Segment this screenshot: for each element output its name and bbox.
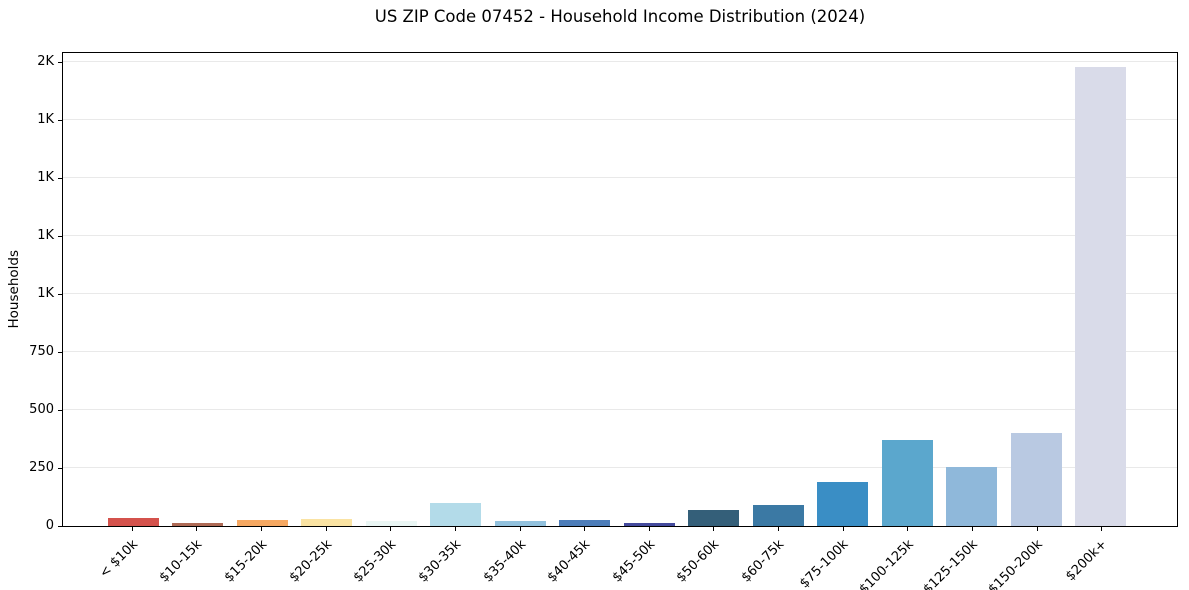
bar-slot	[1004, 53, 1069, 526]
gridline	[63, 235, 1177, 237]
x-tick-mark	[131, 527, 133, 531]
y-tick-mark	[58, 62, 62, 64]
x-tick-mark	[261, 527, 263, 531]
bar-125-150k	[946, 467, 998, 526]
y-tick-label: 250	[29, 460, 54, 475]
x-tick-label: $20-25k	[286, 537, 335, 586]
y-tick-label: 1K	[37, 170, 54, 186]
y-tick-mark	[58, 352, 62, 354]
bars-container	[101, 53, 1133, 526]
gridline	[63, 293, 1177, 295]
x-tick-mark	[454, 527, 456, 531]
gridline	[63, 177, 1177, 179]
bar-45-50k	[623, 523, 675, 526]
x-tick-mark	[584, 527, 586, 531]
bar-35-40k	[494, 521, 546, 526]
bar-slot	[811, 53, 876, 526]
x-tick-label: $35-40k	[480, 537, 529, 586]
bar-slot	[875, 53, 940, 526]
x-tick-label: $75-100k	[797, 537, 852, 590]
x-tick-label: $50-60k	[674, 537, 723, 586]
y-tick-mark	[58, 120, 62, 122]
gridline	[63, 409, 1177, 411]
bar-25-30k	[365, 521, 417, 526]
bar-200k	[1075, 66, 1127, 526]
x-tick-label: $25-30k	[350, 537, 400, 586]
y-tick-label: 2K	[37, 54, 54, 70]
y-tick-mark	[58, 236, 62, 238]
x-tick-label: $45-50k	[609, 537, 658, 586]
y-tick-label: 750	[29, 344, 54, 360]
x-tick-label: $30-35k	[415, 537, 464, 586]
x-tick-mark	[196, 527, 198, 531]
bar-60-75k	[752, 505, 804, 526]
bar-slot	[1069, 53, 1134, 526]
y-tick-mark	[58, 178, 62, 180]
bar-100-125k	[881, 440, 933, 526]
x-tick-mark	[648, 527, 650, 531]
plot-area	[62, 52, 1178, 527]
bar-10k	[107, 517, 159, 526]
x-tick-mark	[842, 527, 844, 531]
bar-slot	[488, 53, 553, 526]
x-tick-label: $40-45k	[544, 537, 594, 586]
x-tick-label: $60-75k	[738, 537, 788, 586]
bar-slot	[940, 53, 1005, 526]
bar-30-35k	[430, 502, 482, 526]
x-tick-mark	[713, 527, 715, 531]
x-axis-ticks: < $10k $10-15k $15-20k $20-25k $25-30k $30-35…	[62, 527, 1178, 590]
x-tick-label: $200k+	[1063, 537, 1111, 585]
bar-150-200k	[1010, 432, 1062, 526]
x-tick-mark	[1101, 527, 1103, 531]
x-tick-mark	[971, 527, 973, 531]
bar-slot	[166, 53, 231, 526]
bar-75-100k	[817, 481, 869, 526]
x-tick-label: $150-200k	[985, 537, 1046, 590]
x-tick-mark	[325, 527, 327, 531]
x-tick-mark	[519, 527, 521, 531]
bar-slot	[746, 53, 811, 526]
bar-slot	[682, 53, 747, 526]
y-tick-label: 1K	[37, 286, 54, 302]
bar-50-60k	[688, 510, 740, 526]
gridline	[63, 61, 1177, 63]
bar-10-15k	[172, 523, 224, 526]
gridline	[63, 467, 1177, 468]
x-tick-label: $15-20k	[221, 537, 271, 586]
bar-slot	[101, 53, 166, 526]
bar-slot	[230, 53, 295, 526]
y-tick-mark	[58, 468, 62, 469]
x-tick-mark	[1036, 527, 1038, 531]
bar-15-20k	[236, 520, 288, 526]
y-tick-mark	[58, 526, 62, 527]
chart-title: US ZIP Code 07452 - Household Income Dis…	[374, 7, 866, 26]
gridline	[63, 351, 1177, 353]
y-tick-mark	[58, 294, 62, 296]
bar-slot	[617, 53, 682, 526]
bar-20-25k	[301, 519, 353, 526]
y-tick-label: 500	[29, 402, 54, 418]
y-tick-label: 1K	[37, 112, 54, 128]
bar-slot	[553, 53, 618, 526]
y-tick-label: 0	[45, 518, 54, 533]
x-tick-label: $10-15k	[157, 537, 206, 586]
y-tick-mark	[58, 410, 62, 412]
x-tick-mark	[390, 527, 392, 531]
y-tick-label: 1K	[37, 228, 54, 244]
x-tick-label: < $10k	[96, 537, 141, 582]
bar-slot	[424, 53, 489, 526]
x-tick-mark	[907, 527, 909, 531]
bar-slot	[295, 53, 360, 526]
bar-slot	[359, 53, 424, 526]
x-tick-mark	[778, 527, 780, 531]
x-tick-label: $125-150k	[920, 537, 981, 590]
bar-40-45k	[559, 519, 611, 526]
x-tick-label: $100-125k	[856, 537, 917, 590]
gridline	[63, 119, 1177, 121]
